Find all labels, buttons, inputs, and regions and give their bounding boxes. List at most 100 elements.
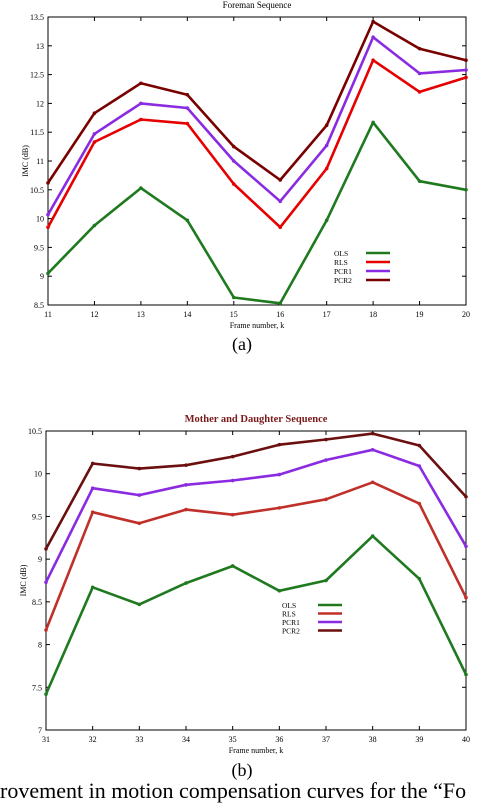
y-tick-label: 9 bbox=[40, 272, 44, 281]
series-line-pcr2 bbox=[44, 432, 467, 550]
data-point-pcr1 bbox=[230, 478, 235, 483]
figure-caption: rovement in motion compensation curves f… bbox=[0, 778, 467, 803]
series-line-pcr1 bbox=[46, 35, 467, 216]
x-tick-label: 33 bbox=[135, 735, 143, 744]
x-tick-label: 15 bbox=[230, 310, 238, 319]
data-point-rls bbox=[230, 512, 235, 517]
data-point-ols bbox=[92, 223, 97, 228]
data-point-pcr1 bbox=[137, 493, 142, 497]
data-point-rls bbox=[371, 58, 375, 62]
x-tick-label: 17 bbox=[323, 310, 331, 319]
data-point-rls bbox=[464, 75, 468, 80]
data-point-rls bbox=[417, 90, 422, 94]
data-point-pcr2 bbox=[417, 443, 422, 448]
legend-label: OLS bbox=[334, 249, 348, 258]
y-tick-label: 12.5 bbox=[30, 71, 44, 80]
data-point-rls bbox=[46, 225, 50, 230]
data-point-pcr1 bbox=[46, 212, 50, 217]
series-line-pcr1 bbox=[44, 448, 468, 583]
data-point-ols bbox=[231, 295, 236, 300]
data-point-rls bbox=[324, 166, 329, 171]
data-point-rls bbox=[277, 506, 282, 510]
data-point-pcr1 bbox=[185, 106, 190, 110]
y-tick-label: 10 bbox=[36, 215, 44, 224]
data-point-ols bbox=[230, 564, 235, 568]
data-point-pcr2 bbox=[230, 454, 235, 459]
data-point-rls bbox=[184, 507, 188, 512]
x-axis-label: Frame number, k bbox=[230, 321, 285, 330]
legend-label: OLS bbox=[282, 601, 296, 610]
y-axis-label: IMC (dB) bbox=[19, 564, 28, 596]
data-point-rls bbox=[464, 595, 468, 600]
y-tick-label: 7 bbox=[38, 726, 42, 735]
data-point-pcr1 bbox=[139, 101, 143, 106]
data-point-rls bbox=[185, 121, 190, 126]
data-point-pcr2 bbox=[371, 19, 375, 24]
data-point-pcr2 bbox=[184, 463, 188, 467]
data-point-pcr1 bbox=[278, 199, 283, 204]
data-point-pcr1 bbox=[184, 483, 188, 487]
series-line-rls bbox=[44, 481, 468, 631]
series-line-ols bbox=[47, 121, 467, 305]
legend-label: RLS bbox=[334, 258, 348, 267]
data-point-ols bbox=[417, 576, 422, 581]
data-point-ols bbox=[139, 186, 143, 190]
data-point-pcr2 bbox=[277, 442, 282, 447]
data-point-rls bbox=[137, 521, 142, 526]
legend-label: PCR1 bbox=[282, 618, 300, 627]
x-tick-label: 11 bbox=[44, 310, 52, 319]
data-point-pcr1 bbox=[371, 35, 375, 39]
data-point-pcr2 bbox=[44, 547, 48, 551]
y-tick-label: 8 bbox=[38, 641, 42, 650]
data-point-ols bbox=[370, 534, 375, 538]
data-point-pcr2 bbox=[90, 461, 95, 466]
data-point-pcr1 bbox=[464, 68, 468, 72]
data-point-ols bbox=[324, 578, 328, 583]
y-tick-label: 7.5 bbox=[32, 683, 42, 692]
legend-label: PCR2 bbox=[334, 276, 352, 285]
legend-label: PCR2 bbox=[282, 627, 300, 636]
x-tick-label: 37 bbox=[322, 735, 330, 744]
data-point-ols bbox=[185, 218, 190, 223]
y-tick-label: 9.5 bbox=[34, 243, 44, 252]
x-tick-label: 13 bbox=[137, 310, 145, 319]
x-tick-label: 18 bbox=[369, 310, 377, 319]
y-tick-label: 13 bbox=[36, 42, 44, 51]
data-point-pcr2 bbox=[278, 178, 283, 182]
data-point-pcr2 bbox=[231, 144, 236, 149]
data-point-ols bbox=[464, 188, 468, 192]
data-point-ols bbox=[324, 218, 329, 223]
data-point-ols bbox=[184, 581, 188, 585]
x-tick-label: 20 bbox=[462, 310, 470, 319]
x-tick-label: 19 bbox=[416, 310, 424, 319]
data-point-pcr2 bbox=[137, 466, 142, 471]
x-tick-label: 16 bbox=[276, 310, 284, 319]
chart-title: Mother and Daughter Sequence bbox=[185, 414, 328, 425]
x-tick-label: 31 bbox=[42, 735, 50, 744]
data-point-pcr1 bbox=[231, 159, 236, 163]
data-point-ols bbox=[137, 602, 142, 607]
chart-title: Foreman Sequence bbox=[223, 0, 292, 10]
data-point-ols bbox=[371, 120, 375, 125]
y-axis-label: IMC (dB) bbox=[21, 145, 30, 177]
x-tick-label: 36 bbox=[275, 735, 283, 744]
data-point-rls bbox=[278, 225, 283, 230]
x-tick-label: 40 bbox=[462, 735, 470, 744]
y-tick-label: 10.5 bbox=[30, 186, 44, 195]
y-tick-label: 13.5 bbox=[30, 13, 44, 22]
x-tick-label: 12 bbox=[90, 310, 98, 319]
legend-label: PCR1 bbox=[334, 267, 352, 276]
data-point-pcr1 bbox=[92, 132, 97, 136]
data-point-rls bbox=[324, 497, 328, 502]
data-point-pcr2 bbox=[46, 181, 50, 185]
y-tick-label: 9.5 bbox=[32, 512, 42, 521]
x-tick-label: 39 bbox=[415, 735, 423, 744]
y-tick-label: 11 bbox=[36, 157, 44, 166]
data-point-pcr2 bbox=[92, 111, 97, 115]
data-point-pcr2 bbox=[417, 46, 422, 51]
data-point-rls bbox=[370, 480, 375, 485]
data-point-pcr2 bbox=[464, 58, 468, 62]
data-point-rls bbox=[92, 140, 97, 144]
data-point-pcr2 bbox=[464, 494, 468, 499]
data-point-pcr2 bbox=[324, 123, 329, 128]
